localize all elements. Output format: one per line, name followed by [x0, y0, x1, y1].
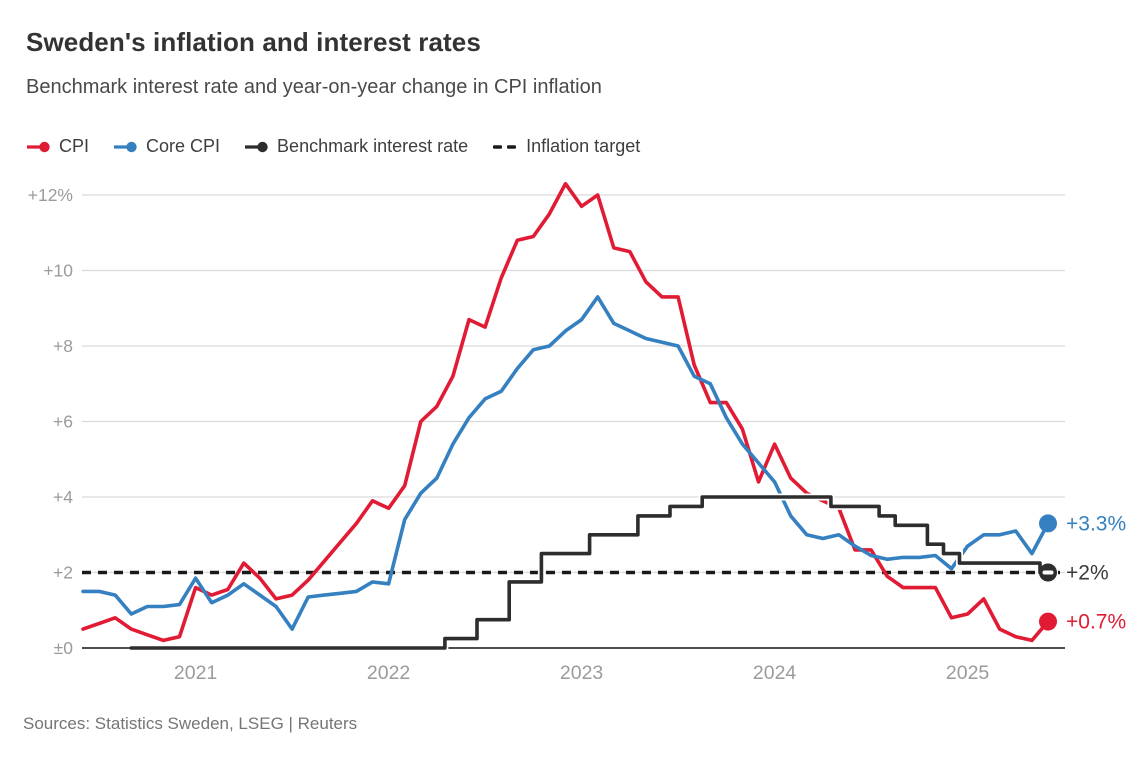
core-cpi-end-label: +3.3%	[1066, 512, 1126, 535]
legend-label-core-cpi: Core CPI	[146, 136, 221, 156]
x-axis-year-label: 2023	[560, 662, 603, 684]
inflation-target-dashes-icon	[493, 144, 517, 149]
core-cpi-end-dot	[1039, 514, 1057, 533]
legend-item-core-cpi: Core CPI	[113, 136, 220, 157]
legend-label-inflation-target: Inflation target	[526, 136, 641, 156]
line-chart-plot: +12% +10 +8 +6 +4 +2 ±0 2021 2022 2023 2024 2025 +0.…	[28, 181, 1126, 684]
legend-item-inflation-target: Inflation target	[492, 136, 640, 157]
y-axis-tick-label: +4	[53, 487, 73, 507]
legend-label-benchmark: Benchmark interest rate	[277, 136, 469, 156]
x-axis-year-label: 2024	[753, 662, 797, 684]
legend-item-cpi: CPI	[26, 136, 89, 157]
benchmark-interest-rate-end-label: +2%	[1066, 562, 1109, 585]
benchmark-interest-rate-line	[129, 495, 1050, 650]
chart-legend: CPI Core CPI Benchmark interest rate Inf…	[26, 136, 640, 157]
benchmark-end-dot-dash	[1042, 570, 1054, 575]
legend-item-benchmark: Benchmark interest rate	[244, 136, 468, 157]
cpi-line	[81, 181, 1050, 643]
x-axis-year-label: 2025	[946, 662, 990, 684]
cpi-end-dot	[1039, 612, 1057, 631]
y-axis-tick-label: +10	[43, 261, 73, 281]
legend-label-cpi: CPI	[59, 136, 90, 156]
cpi-line-dot-icon	[27, 141, 50, 152]
core-cpi-line	[81, 295, 1050, 631]
core-cpi-line-dot-icon	[114, 141, 137, 152]
x-axis-year-label: 2021	[174, 662, 217, 684]
chart-subtitle: Benchmark interest rate and year-on-year…	[26, 76, 602, 98]
cpi-end-label: +0.7%	[1066, 611, 1126, 634]
source-note: Sources: Statistics Sweden, LSEG | Reute…	[23, 714, 358, 733]
y-axis-tick-label: +6	[53, 412, 73, 432]
y-axis-tick-label: +2	[53, 563, 73, 583]
benchmark-line-dot-icon	[245, 141, 268, 152]
page-title: Sweden's inflation and interest rates	[26, 27, 481, 57]
y-axis-tick-label: ±0	[54, 638, 74, 658]
x-axis-year-label: 2022	[367, 662, 410, 684]
y-axis-tick-label: +12%	[28, 185, 73, 205]
y-axis-tick-label: +8	[53, 336, 73, 356]
